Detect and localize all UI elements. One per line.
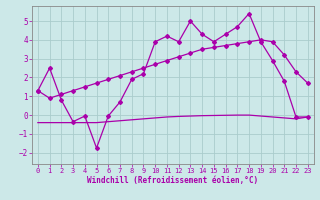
X-axis label: Windchill (Refroidissement éolien,°C): Windchill (Refroidissement éolien,°C) xyxy=(87,176,258,185)
